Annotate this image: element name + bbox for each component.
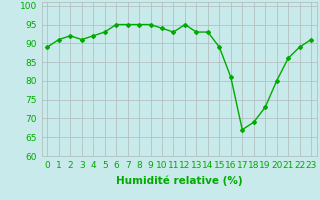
X-axis label: Humidité relative (%): Humidité relative (%) [116,175,243,186]
